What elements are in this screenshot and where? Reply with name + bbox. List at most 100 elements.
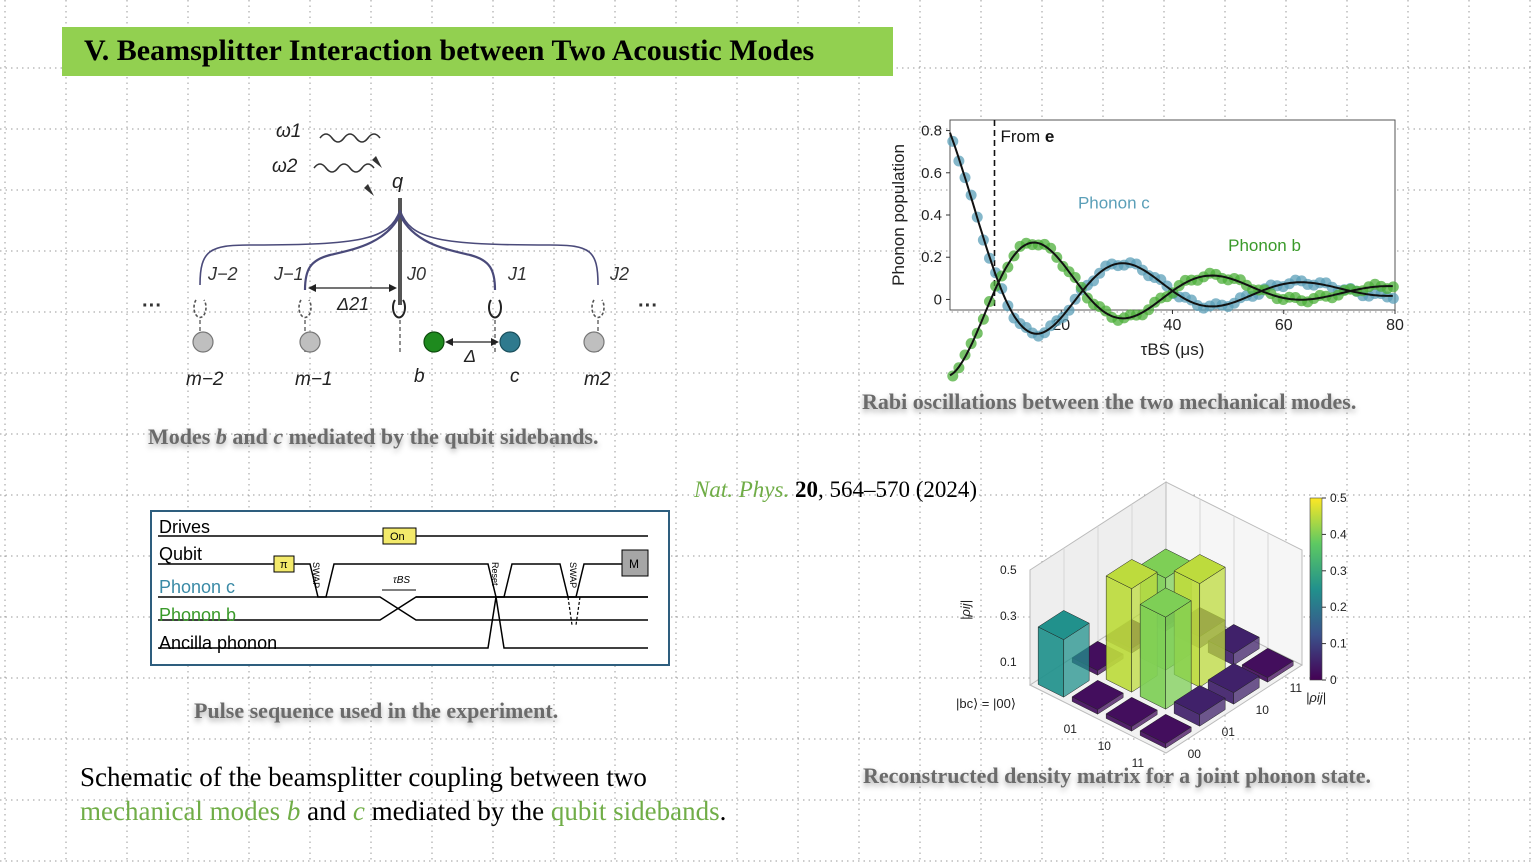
- coupling-line-c: [399, 214, 497, 291]
- rabi-xtick-label: 40: [1164, 317, 1182, 334]
- swap2-dashed: [567, 596, 573, 626]
- drive-label-2: ω2: [272, 156, 298, 177]
- ancilla-line: [158, 596, 648, 649]
- rabi-ylabel: Phonon population: [889, 144, 908, 286]
- density-row-label: 11: [1132, 756, 1145, 770]
- rabi-annotation: From e: [1001, 127, 1055, 146]
- density-bar-top: [1105, 559, 1158, 589]
- mode-c: [499, 331, 521, 353]
- citation-journal: Nat. Phys.: [694, 477, 790, 502]
- drive-label-1: ω1: [276, 121, 301, 142]
- density-row-label: 01: [1064, 722, 1078, 736]
- row-label-ancilla: Ancilla phonon: [159, 633, 278, 653]
- rabi-point-c: [1088, 275, 1100, 287]
- tau-label: τBS: [393, 575, 410, 586]
- caption-pulse: Pulse sequence used in the experiment.: [194, 698, 559, 723]
- pi-label: π: [280, 559, 288, 571]
- rotation-markers: [193, 299, 605, 319]
- density-colorbar-tick-label: 0.2: [1330, 600, 1347, 614]
- rabi-ytick-label: 0.8: [921, 123, 942, 140]
- qubit-label: q: [392, 171, 403, 193]
- density-ztick-label: 0.3: [1000, 609, 1017, 623]
- density-bar-top: [1105, 697, 1158, 727]
- density-col-label: 11: [1290, 681, 1303, 695]
- citation: Nat. Phys. 20, 564–570 (2024): [694, 477, 977, 503]
- density-colorbar-tick-label: 0: [1330, 673, 1337, 687]
- density-bar-top: [1139, 587, 1192, 618]
- mode-label-c: c: [510, 366, 520, 387]
- pi-pulse-box: [273, 555, 295, 573]
- drive-wave-2: [313, 163, 375, 173]
- rabi-xtick-label: 60: [1275, 317, 1293, 334]
- density-col-label: 00: [1188, 747, 1202, 761]
- density-col-label: 10: [1256, 703, 1270, 717]
- row-label-qubit: Qubit: [159, 544, 203, 564]
- mode-stems: [199, 320, 599, 355]
- on-label: On: [390, 531, 405, 543]
- rabi-ytick-label: 0.6: [921, 165, 942, 182]
- rabi-series-label-c: Phonon c: [1078, 194, 1150, 213]
- density-ztick-label: 0.5: [1000, 563, 1017, 577]
- mode-m-1: [299, 331, 321, 353]
- coupling-line-m2: [199, 209, 401, 286]
- row-label-drives: Drives: [159, 517, 211, 537]
- density-ztick-label: 0.1: [1000, 655, 1017, 669]
- measure-box: [621, 549, 649, 577]
- detuning-label: Δ: [463, 346, 476, 366]
- citation-volume: 20: [794, 477, 818, 502]
- rabi-ytick-label: 0.2: [921, 249, 942, 266]
- density-bar-side: [1199, 566, 1226, 688]
- rabi-ytick-label: 0: [934, 291, 942, 308]
- schematic-line-1: Schematic of the beamsplitter coupling b…: [80, 762, 647, 792]
- row-label-phonon-c: Phonon c: [159, 577, 236, 597]
- rabi-point-b: [1387, 281, 1399, 293]
- rabi-xtick-label: 80: [1386, 317, 1404, 334]
- arrowhead-right: [389, 284, 397, 292]
- rabi-ytick-label: 0.4: [921, 207, 942, 224]
- mode-m2: [583, 331, 605, 353]
- density-colorbar-tick-label: 0.5: [1330, 491, 1347, 505]
- caption-density: Reconstructed density matrix for a joint…: [863, 763, 1372, 788]
- schematic-line-2: mechanical modes b and c mediated by the…: [80, 796, 727, 826]
- density-colorbar-tick-label: 0.4: [1330, 527, 1347, 541]
- density-colorbar-tick-label: 0.1: [1330, 637, 1347, 651]
- swap1-label: SWAP: [311, 562, 321, 588]
- rabi-fit-line-c: [949, 132, 1393, 335]
- arrowhead-c: [491, 338, 499, 346]
- density-colorbar-tick-label: 0.3: [1330, 564, 1347, 578]
- coupling-line-m1: [303, 214, 401, 291]
- rabi-xlabel: τBS (μs): [1141, 340, 1205, 359]
- density-zlabel: |ρij|: [958, 600, 973, 620]
- title-bar: [62, 27, 893, 76]
- citation-pages: , 564–570 (2024): [817, 477, 978, 502]
- caption-modes: Modes b and c mediated by the qubit side…: [148, 424, 599, 449]
- swap2-dashed-b: [575, 596, 581, 626]
- density-corner-label: |bc⟩ = |00⟩: [956, 696, 1016, 711]
- density-bar-side: [1165, 600, 1192, 710]
- density-bar-top: [1139, 714, 1192, 744]
- rabi-point-b: [1045, 242, 1057, 254]
- caption-rabi: Rabi oscillations between the two mechan…: [862, 389, 1357, 414]
- drive-arrowhead-1: [372, 156, 382, 168]
- drive-arrowhead-2: [364, 184, 374, 196]
- mode-label-b: b: [414, 366, 425, 387]
- mode-label-m-2: m−2: [186, 369, 224, 390]
- mode-label-m-1: m−1: [295, 369, 333, 390]
- mode-m-2: [192, 331, 214, 353]
- row-label-phonon-b: Phonon b: [159, 605, 237, 625]
- density-row-label: 10: [1098, 739, 1112, 753]
- mode-b: [423, 331, 445, 353]
- density-bar-top: [1173, 685, 1226, 715]
- drive-wave-1: [319, 133, 381, 143]
- density-colorbar: [1309, 497, 1323, 681]
- density-bar-top: [1173, 554, 1226, 584]
- rabi-fit-line-b: [949, 241, 1393, 377]
- density-bar-front: [1139, 603, 1166, 710]
- swap2-label: SWAP: [568, 562, 578, 588]
- coupling-J1: J1: [507, 264, 527, 284]
- coupling-J-m1: J−1: [273, 264, 304, 284]
- density-col-label: 01: [1222, 725, 1236, 739]
- ellipsis-left: ···: [142, 295, 162, 317]
- coupling-J2: J2: [609, 264, 629, 284]
